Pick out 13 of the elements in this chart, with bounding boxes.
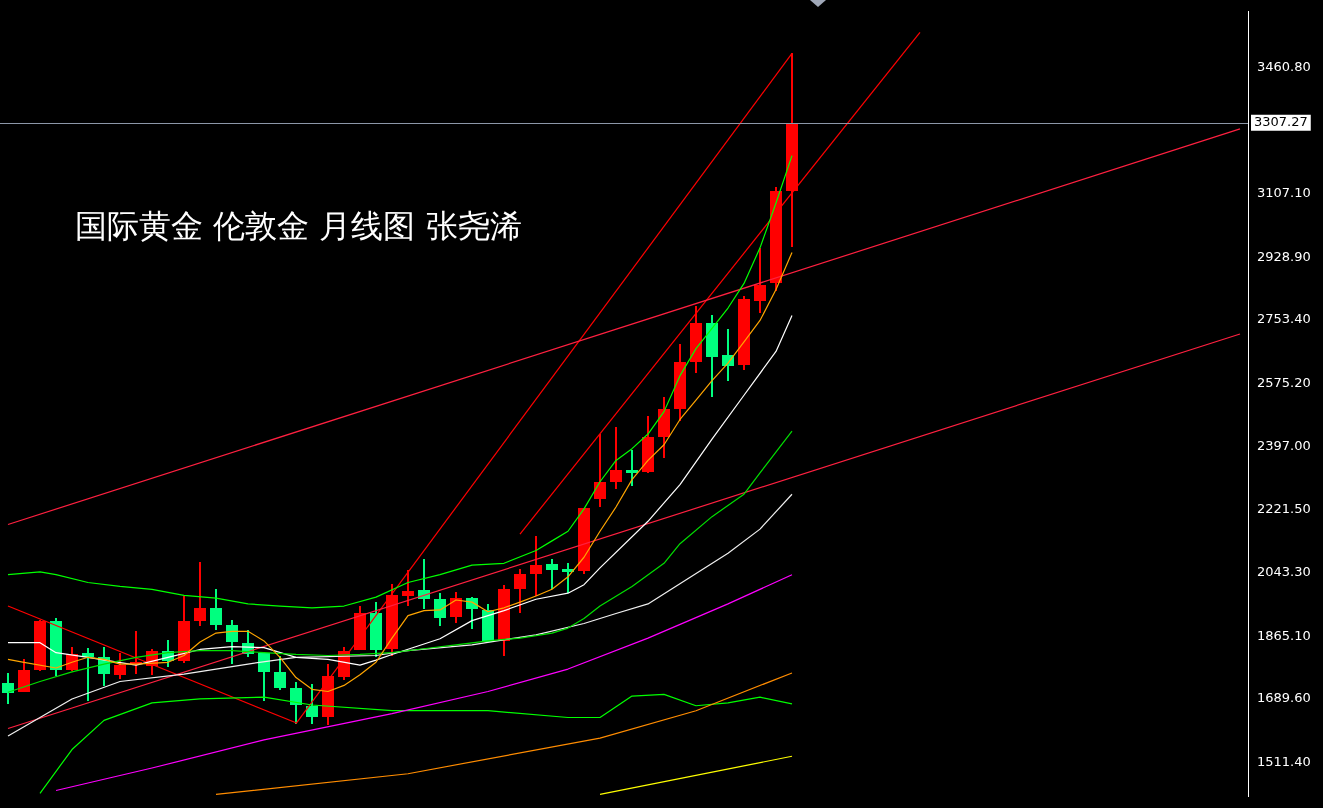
- ref-line-label: 3307.27: [1254, 114, 1308, 130]
- y-tick-label: 2221.50: [1257, 500, 1311, 516]
- y-tick-label: 3107.10: [1257, 185, 1311, 201]
- text: 国际黄金 伦敦金 月线图 张尧浠: [75, 206, 522, 247]
- y-tick-label: 3460.80: [1257, 59, 1311, 75]
- y-tick-label: 1689.60: [1257, 690, 1311, 706]
- y-tick-label: 2575.20: [1257, 374, 1311, 390]
- y-tick-label: 2397.00: [1257, 438, 1311, 454]
- y-tick-label: 2753.40: [1257, 311, 1311, 327]
- y-tick-label: 1511.40: [1257, 753, 1311, 769]
- y-tick-label: 1865.10: [1257, 627, 1311, 643]
- y-tick-label: 2043.30: [1257, 564, 1311, 580]
- y-tick-label: 2928.90: [1257, 248, 1311, 264]
